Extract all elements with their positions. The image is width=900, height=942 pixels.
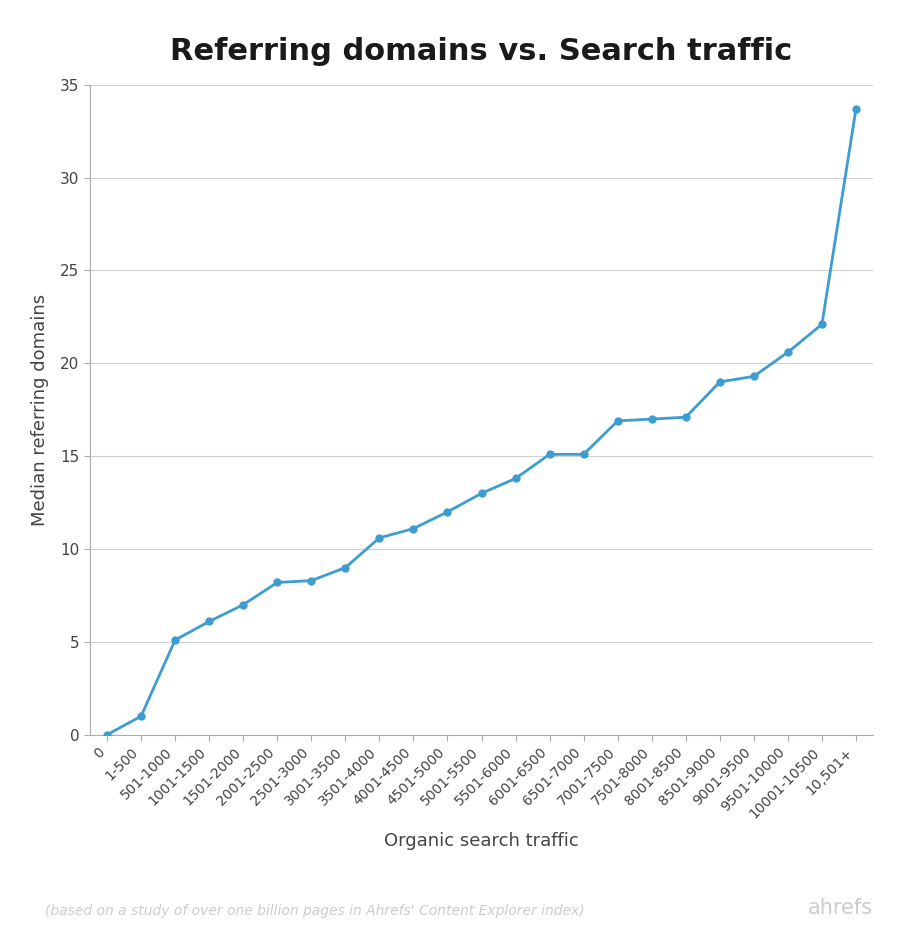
- Title: Referring domains vs. Search traffic: Referring domains vs. Search traffic: [170, 37, 793, 66]
- Y-axis label: Median referring domains: Median referring domains: [32, 294, 50, 526]
- X-axis label: Organic search traffic: Organic search traffic: [384, 832, 579, 850]
- Text: (based on a study of over one billion pages in Ahrefs' Content Explorer index): (based on a study of over one billion pa…: [45, 904, 585, 918]
- Text: ahrefs: ahrefs: [808, 899, 873, 918]
